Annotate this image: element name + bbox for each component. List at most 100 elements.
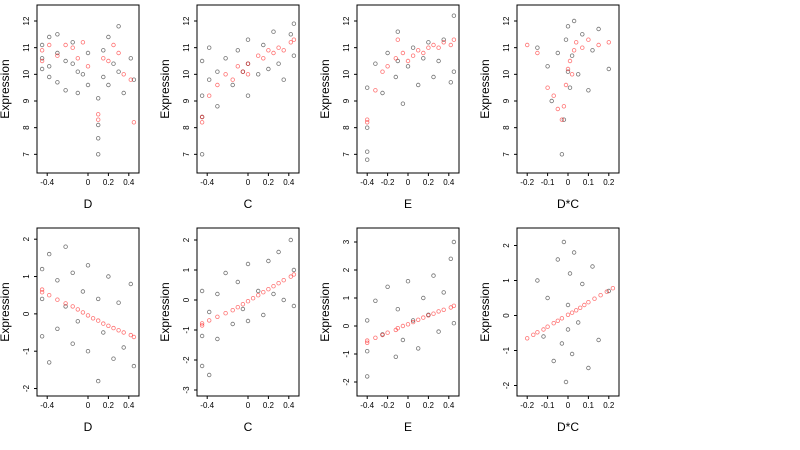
data-point [199,321,205,326]
x-tick-label: 0.2 [423,401,435,410]
data-point [95,378,101,384]
data-point [240,306,246,312]
data-point [421,50,426,56]
data-point [75,56,80,61]
data-point [95,122,101,128]
data-point [271,284,276,289]
data-point [128,77,133,82]
y-tick-label: 1 [22,274,31,279]
y-tick-label: 9 [502,98,511,103]
data-point [55,326,60,331]
data-point [85,64,91,69]
data-point [235,305,240,310]
data-point [80,289,86,294]
data-point [405,64,411,69]
y-tick-label: 9 [342,98,351,103]
y-tick-label: -2 [22,384,31,392]
data-point [95,136,101,141]
data-point [199,114,205,120]
data-point [565,312,571,317]
data-point [525,42,530,48]
data-point [266,66,271,72]
x-tick-label: -0.2 [381,401,395,410]
panel-2: -0.4 0 0.2 0.4 7 8 9 10 11 12 C Expression [158,4,300,211]
data-point [106,58,111,64]
data-point [288,274,293,279]
data-point [90,316,96,321]
data-point [400,323,406,329]
data-point [563,37,569,42]
y-tick-label: 2 [342,267,351,272]
x-tick-label: -0.4 [200,401,214,410]
data-point [199,152,205,157]
data-point [610,286,616,291]
data-point [101,48,106,53]
data-point [373,335,378,340]
x-tick-label: -0.1 [541,178,555,187]
data-point [410,318,416,323]
data-point [55,80,60,85]
data-point [206,77,212,82]
data-point [131,363,137,369]
data-point [70,270,75,275]
data-point [380,69,385,74]
data-point [245,61,251,66]
data-point [291,267,297,273]
data-point [436,58,441,64]
series-1 [199,21,297,157]
y-tick-label: 0 [182,297,191,302]
y-tick-label: 12 [182,16,191,25]
x-tick-label: 0.1 [583,401,595,410]
data-point [111,61,116,66]
data-point [230,82,235,88]
y-axis-label: Expression [478,282,492,341]
data-point [551,93,556,98]
y-tick-label: 9 [182,98,191,103]
data-point [400,337,406,343]
data-point [63,244,68,249]
data-point [393,74,398,80]
x-tick-label: -0.4 [360,401,374,410]
data-point [70,40,75,45]
data-point [426,313,431,318]
y-tick-label: 10 [22,69,31,78]
data-point [39,296,45,302]
y-tick-label: 12 [502,16,511,25]
data-point [426,40,431,45]
y-axis-label: Expression [0,282,12,341]
series-2 [365,303,457,345]
data-point [47,74,52,80]
data-point [565,69,571,74]
data-point [559,117,565,122]
data-point [448,80,453,85]
data-point [576,72,581,77]
y-tick-label: 11 [182,43,191,52]
data-point [565,327,571,332]
data-point [448,256,453,261]
data-point [276,281,281,286]
data-point [63,301,68,306]
data-point [75,319,80,324]
x-tick-label: 0 [246,178,251,187]
data-point [111,325,116,331]
data-point [405,58,411,64]
data-point [116,300,121,305]
data-point [199,323,205,328]
data-point [121,330,126,335]
data-point [416,48,421,53]
x-tick-label: 0 [566,401,571,410]
data-point [256,293,261,298]
data-point [80,72,86,77]
data-point [421,295,426,301]
data-point [39,287,45,292]
x-tick-label: 0 [86,401,91,410]
x-axis-label: D*C [557,420,579,434]
data-point [441,40,446,45]
data-point [365,374,370,379]
data-point [380,90,385,96]
data-point [574,308,579,313]
y-axis-label: Expression [318,282,332,341]
data-point [563,379,569,385]
data-point [199,333,205,339]
y-axis-label: Expression [478,59,492,118]
